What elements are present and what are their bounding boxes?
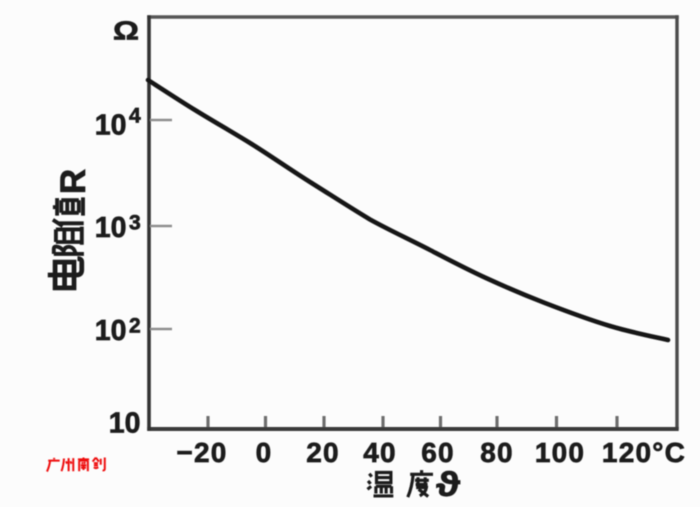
svg-text:80: 80 bbox=[480, 437, 514, 468]
svg-text:10: 10 bbox=[95, 212, 127, 244]
svg-text:4: 4 bbox=[129, 105, 141, 128]
svg-text:100: 100 bbox=[535, 437, 585, 468]
svg-text:40: 40 bbox=[363, 437, 397, 468]
svg-text:20: 20 bbox=[306, 437, 340, 468]
svg-text:2: 2 bbox=[129, 315, 141, 338]
svg-text:3: 3 bbox=[129, 212, 141, 235]
svg-text:ϑ: ϑ bbox=[436, 466, 460, 502]
svg-text:−20: −20 bbox=[176, 437, 227, 468]
svg-text:10: 10 bbox=[109, 408, 141, 440]
svg-text:10: 10 bbox=[95, 315, 127, 347]
svg-text:Ω: Ω bbox=[113, 16, 139, 46]
svg-text:120°C: 120°C bbox=[602, 437, 686, 468]
svg-text:0: 0 bbox=[256, 437, 273, 468]
svg-text:60: 60 bbox=[421, 437, 455, 468]
svg-text:R: R bbox=[54, 169, 93, 194]
svg-text:10: 10 bbox=[95, 110, 127, 142]
